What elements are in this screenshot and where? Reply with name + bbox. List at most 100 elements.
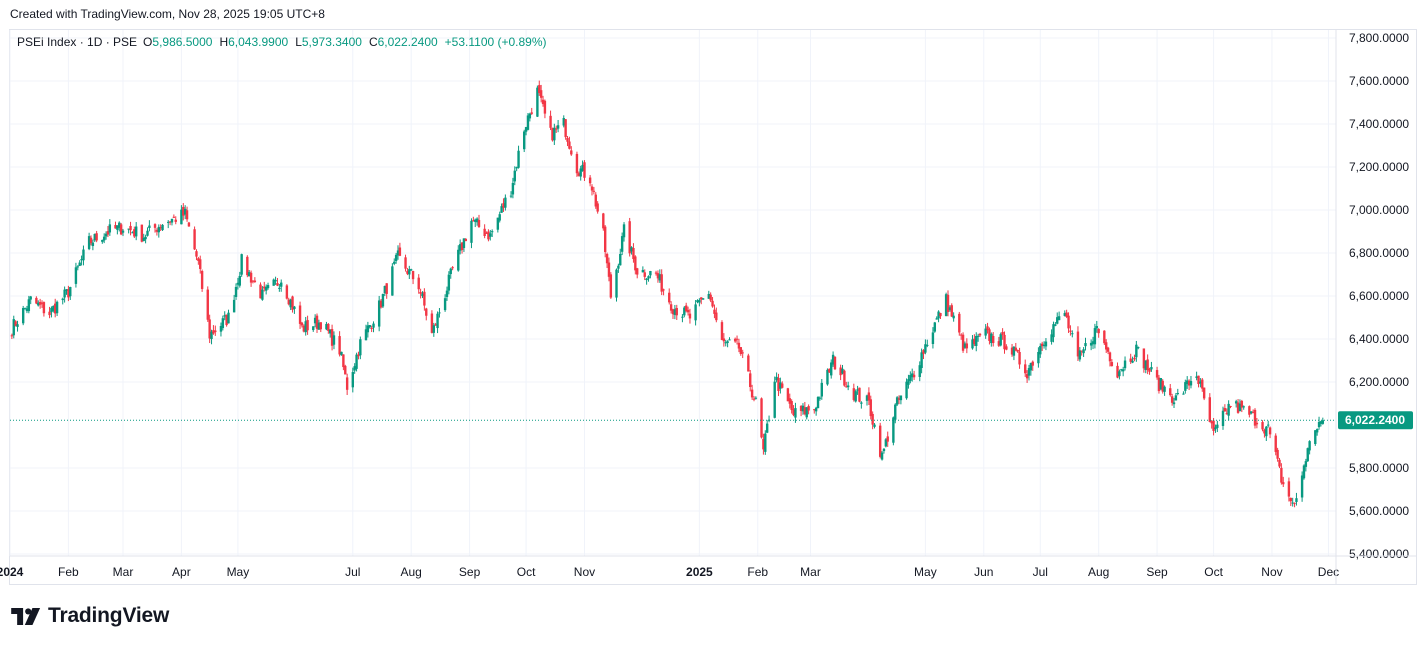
- candle-body: [106, 231, 110, 235]
- candle-body: [398, 247, 402, 256]
- candle-body: [315, 315, 319, 329]
- candle-body: [1266, 424, 1270, 426]
- candle-body: [61, 298, 64, 301]
- candle-body: [1024, 364, 1027, 374]
- candle-body: [261, 289, 264, 300]
- candle-body: [238, 275, 241, 286]
- candle-body: [411, 271, 415, 280]
- candle-body: [133, 229, 136, 237]
- candle-body: [67, 289, 70, 298]
- x-tick-label: May: [227, 565, 250, 579]
- candle-body: [1018, 351, 1021, 365]
- candle-body: [683, 307, 686, 316]
- candle-body: [553, 127, 556, 141]
- candle-body: [266, 285, 270, 289]
- candle-body: [500, 206, 503, 213]
- candle-body: [935, 318, 938, 320]
- candle-body: [649, 271, 652, 276]
- candle-body: [364, 329, 368, 341]
- candle-body: [35, 297, 38, 304]
- candle-body: [1105, 342, 1108, 350]
- candle-body: [1031, 361, 1034, 366]
- candle-body: [1242, 406, 1245, 408]
- candle-body: [221, 318, 225, 329]
- candle-body: [846, 385, 850, 388]
- candle-body: [754, 397, 758, 399]
- candle-body: [474, 219, 477, 222]
- candle-body: [298, 305, 302, 324]
- candle-body: [409, 269, 413, 271]
- legend-close-label: C: [368, 35, 378, 49]
- candle-body: [25, 308, 29, 312]
- candle-body: [52, 305, 55, 311]
- candle-body: [620, 236, 624, 252]
- candle-body: [986, 326, 989, 331]
- candle-body: [1065, 312, 1068, 317]
- candle-body: [843, 370, 846, 386]
- candle-body: [741, 352, 744, 354]
- candle-body: [777, 377, 780, 391]
- candle-body: [63, 289, 66, 298]
- candle-body: [747, 355, 750, 372]
- candle-body: [845, 386, 848, 388]
- last-price-tag: [1338, 411, 1413, 430]
- candle-body: [280, 282, 283, 287]
- candle-body: [93, 233, 96, 241]
- candle-body: [671, 309, 675, 315]
- candle-body: [931, 332, 935, 345]
- candle-body: [971, 339, 974, 349]
- candle-body: [959, 334, 963, 336]
- candle-body: [831, 354, 835, 365]
- candle-body: [1012, 346, 1016, 356]
- x-tick-label: Jul: [1033, 565, 1048, 579]
- candle-body: [1293, 502, 1296, 504]
- candle-body: [997, 341, 1001, 346]
- candle-body: [498, 214, 501, 221]
- candle-body: [472, 220, 475, 222]
- candle-body: [911, 373, 914, 378]
- candle-body: [1129, 358, 1132, 362]
- candle-body: [1161, 380, 1164, 392]
- candle-body: [568, 141, 571, 149]
- candle-body: [502, 203, 505, 208]
- candle-body: [38, 301, 42, 305]
- candle-body: [590, 186, 594, 191]
- candle-body: [458, 244, 462, 251]
- candle-body: [541, 99, 545, 105]
- x-tick-label: Nov: [574, 565, 595, 579]
- candle-body: [1040, 343, 1044, 347]
- candle-body: [1274, 435, 1277, 452]
- candle-body: [212, 330, 215, 334]
- candle-body: [799, 406, 803, 411]
- candle-body: [790, 401, 793, 411]
- candle-body: [1054, 324, 1057, 326]
- candle-body: [720, 322, 724, 340]
- tradingview-logo-icon: [11, 607, 41, 625]
- candle-body: [562, 118, 565, 126]
- candle-body: [1291, 502, 1294, 504]
- candle-body: [155, 230, 159, 232]
- y-tick-label: 5,800.0000: [1349, 461, 1409, 475]
- candle-body: [490, 231, 494, 233]
- candle-body: [681, 316, 684, 318]
- candle-body: [1319, 421, 1323, 424]
- tradingview-logo[interactable]: TradingView: [11, 604, 169, 628]
- candle-body: [722, 338, 726, 342]
- candle-body: [1103, 330, 1106, 344]
- candle-body: [724, 342, 727, 344]
- candle-body: [762, 438, 765, 450]
- candle-body: [630, 247, 633, 252]
- y-tick-label: 6,800.0000: [1349, 246, 1409, 260]
- candle-body: [1199, 381, 1202, 384]
- candle-body: [223, 315, 226, 317]
- candle-body: [619, 253, 622, 266]
- candle-body: [1108, 352, 1112, 362]
- candle-body: [1300, 475, 1304, 498]
- candle-body: [805, 407, 808, 418]
- candle-body: [185, 210, 189, 220]
- candle-body: [1210, 421, 1213, 424]
- candle-body: [1227, 403, 1230, 416]
- y-tick-label: 7,600.0000: [1349, 74, 1409, 88]
- candle-body: [1063, 313, 1066, 316]
